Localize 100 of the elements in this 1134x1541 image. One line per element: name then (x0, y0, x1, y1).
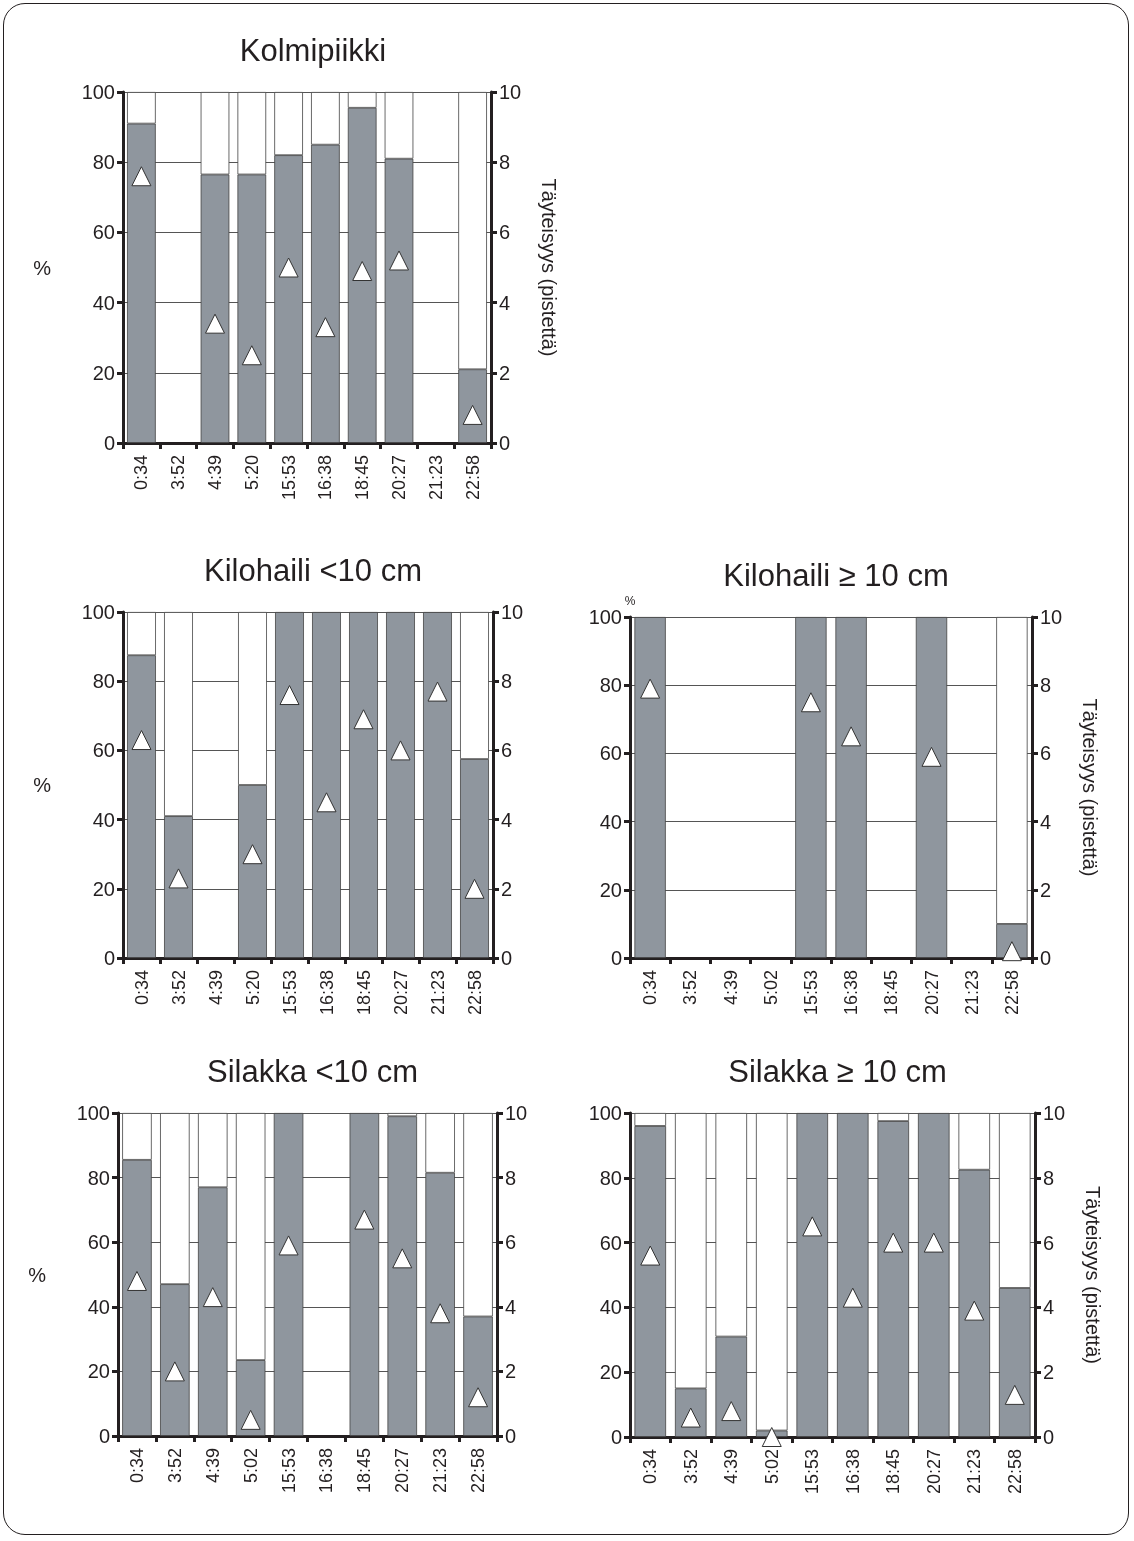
x-tick-label: 5:02 (760, 970, 781, 1006)
y2-tick-label: 10 (1040, 606, 1063, 628)
chart-title: Silakka ≥ 10 cm (728, 1054, 947, 1089)
y-tick-label: 60 (87, 1231, 110, 1254)
y2-tick-label: 6 (505, 1231, 517, 1254)
x-tick-label: 15:53 (279, 970, 300, 1016)
y-tick-label: 60 (92, 221, 115, 244)
bar (349, 1113, 380, 1436)
y2-tick-label: 2 (499, 361, 511, 384)
y-tick-label: 0 (103, 947, 115, 969)
y-axis-title: % (624, 594, 636, 609)
x-tick-label: 22:58 (464, 970, 485, 1016)
y-tick-label: 80 (599, 1166, 622, 1189)
x-tick-label: 16:38 (842, 1449, 863, 1495)
point (315, 317, 336, 338)
x-tick-label: 21:23 (961, 970, 982, 1016)
bar (312, 612, 341, 958)
x-tick-label: 16:38 (316, 1448, 337, 1494)
chart-title: Kolmipiikki (239, 33, 387, 68)
y2-axis-title: Täyteisyys (pistettä) (538, 178, 560, 357)
x-tick-label: 16:38 (316, 970, 337, 1016)
chart-title: Silakka <10 cm (206, 1054, 419, 1089)
x-tick-label: 0:34 (131, 455, 152, 491)
y-tick-label: 60 (599, 742, 622, 765)
y2-tick-label: 0 (505, 1425, 517, 1447)
x-tick-label: 18:45 (352, 455, 373, 501)
x-tick-label: 22:58 (1001, 970, 1022, 1016)
y2-tick-label: 6 (1043, 1231, 1055, 1254)
x-tick-label: 18:45 (881, 970, 902, 1016)
x-tick-label: 18:45 (353, 970, 374, 1016)
point (392, 1248, 413, 1269)
x-tick-label: 3:52 (164, 1448, 185, 1484)
y-tick-label: 20 (599, 878, 622, 901)
point (164, 1361, 185, 1382)
y-tick-label: 100 (76, 1102, 110, 1124)
x-tick-label: 0:34 (131, 970, 152, 1006)
y-tick-label: 40 (599, 1296, 622, 1319)
y-tick-label: 40 (92, 291, 115, 314)
x-tick-label: 5:20 (242, 970, 263, 1006)
y2-tick-label: 4 (505, 1295, 517, 1318)
x-tick-label: 4:39 (202, 1448, 223, 1484)
point (352, 261, 373, 282)
y-tick-label: 20 (92, 361, 115, 384)
y2-tick-label: 0 (1043, 1426, 1055, 1448)
x-tick-label: 18:45 (883, 1449, 904, 1495)
y2-tick-label: 4 (1043, 1296, 1055, 1319)
x-tick-label: 5:02 (240, 1448, 261, 1484)
point (964, 1300, 985, 1321)
bar (386, 612, 415, 958)
x-tick-label: 15:53 (278, 455, 299, 501)
y2-tick-label: 6 (499, 221, 511, 244)
point (126, 1270, 147, 1291)
y-tick-label: 80 (87, 1166, 110, 1189)
chart-title: Kilohaili ≥ 10 cm (723, 558, 949, 593)
point (241, 345, 262, 366)
y-tick-label: 100 (588, 1102, 622, 1124)
y2-tick-label: 2 (501, 877, 513, 900)
x-tick-label: 20:27 (921, 970, 942, 1016)
point (278, 257, 299, 278)
y2-tick-label: 4 (501, 808, 513, 831)
point (389, 250, 409, 271)
point (802, 1216, 823, 1237)
y2-axis-title: Täyteisyys (pistettä) (1082, 1186, 1104, 1364)
x-tick-label: 4:39 (721, 1449, 742, 1485)
x-tick-label: 0:34 (640, 970, 661, 1006)
y2-tick-label: 10 (501, 601, 524, 623)
y2-tick-label: 4 (1040, 810, 1052, 833)
x-tick-label: 3:52 (168, 970, 189, 1006)
y-tick-label: 20 (599, 1361, 622, 1384)
x-tick-label: 5:20 (241, 455, 262, 491)
point (168, 868, 189, 889)
y-tick-label: 0 (610, 1426, 622, 1448)
point (430, 1303, 451, 1324)
y-tick-label: 20 (92, 877, 115, 900)
point (240, 1409, 261, 1430)
y-tick-label: 80 (92, 151, 115, 174)
bar (796, 1113, 829, 1437)
y2-tick-label: 4 (499, 291, 511, 314)
y-tick-label: 0 (98, 1425, 110, 1447)
x-tick-label: 3:52 (168, 455, 189, 491)
y2-tick-label: 0 (501, 947, 513, 969)
y-tick-label: 60 (599, 1231, 622, 1254)
y2-tick-label: 8 (1040, 674, 1052, 697)
y-tick-label: 40 (92, 808, 115, 831)
point (390, 740, 411, 761)
y-tick-label: 0 (610, 947, 622, 969)
x-tick-label: 4:39 (205, 455, 225, 491)
point (205, 313, 225, 334)
point (464, 878, 485, 899)
y-tick-label: 100 (588, 606, 622, 628)
x-tick-label: 15:53 (802, 1449, 823, 1495)
chart-title: Kilohaili <10 cm (204, 553, 422, 588)
x-tick-label: 3:52 (680, 970, 701, 1006)
point (1004, 1384, 1025, 1405)
x-tick-label: 20:27 (389, 455, 409, 501)
y-axis-title: % (28, 1263, 47, 1286)
y2-tick-label: 8 (499, 151, 511, 174)
bar (275, 612, 304, 958)
y2-tick-label: 10 (505, 1102, 528, 1124)
point (800, 692, 821, 713)
